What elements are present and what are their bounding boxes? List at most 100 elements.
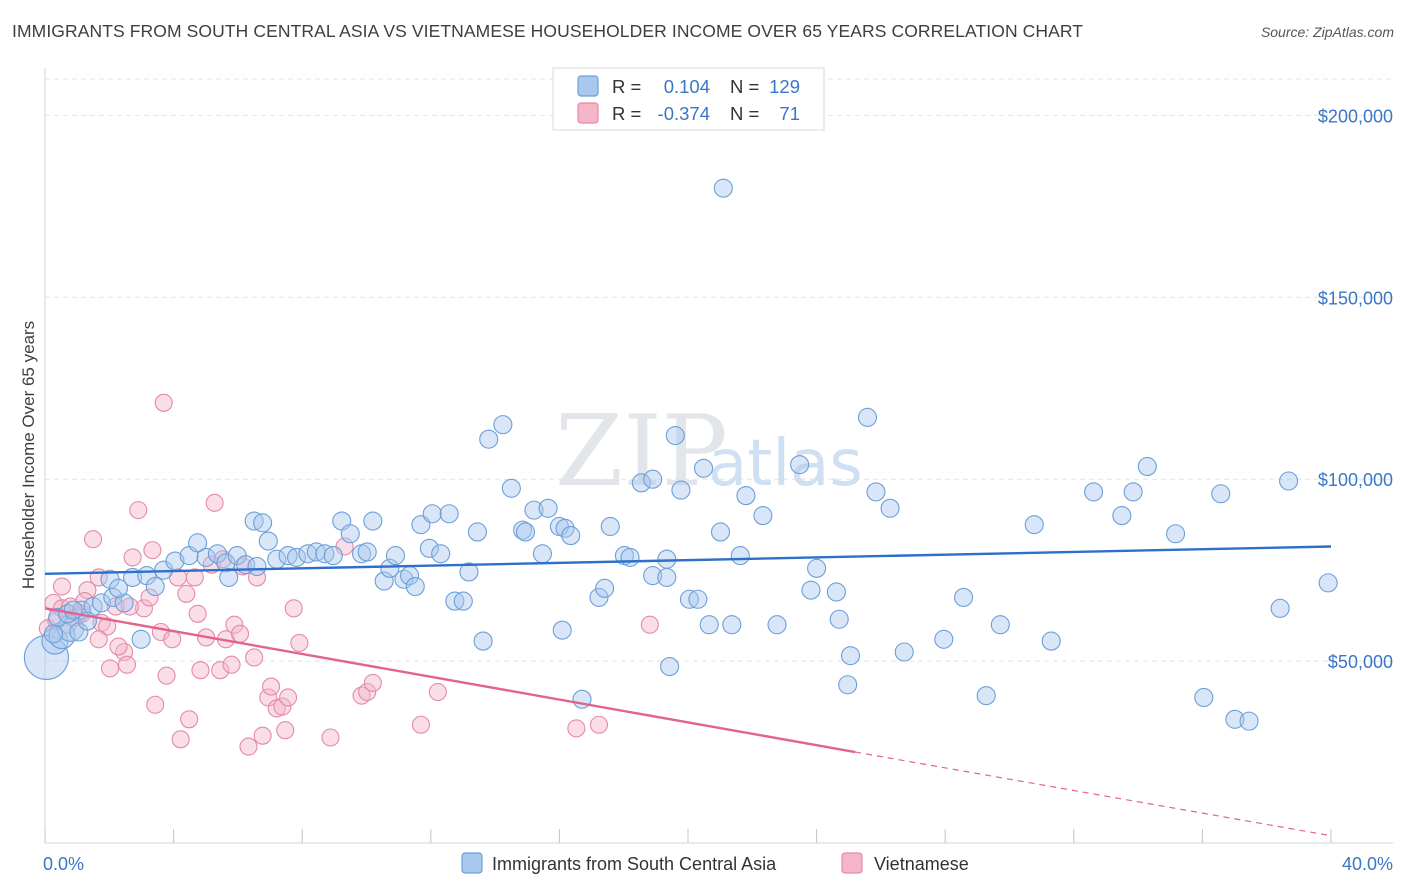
south-central-asia-point (479, 429, 499, 449)
south-central-asia-point (363, 511, 383, 531)
south-central-asia-point (620, 547, 640, 567)
south-central-asia-point (561, 526, 581, 546)
vietnamese-point (290, 633, 309, 652)
south-central-asia-point (657, 549, 677, 569)
south-central-asia-point (524, 500, 544, 520)
watermark: ZIP atlas (555, 395, 863, 509)
south-central-asia-point (1165, 524, 1186, 544)
vietnamese-point (191, 661, 210, 680)
vietnamese-point (171, 730, 190, 749)
south-central-asia-point (643, 566, 663, 586)
vietnamese-point (276, 721, 295, 740)
vietnamese-point (123, 548, 142, 567)
south-central-asia-point (1279, 471, 1299, 491)
south-central-asia-point (1084, 482, 1104, 502)
vietnamese-point (358, 682, 377, 702)
south-central-asia-point (196, 547, 216, 567)
south-central-asia-point (840, 646, 861, 666)
south-central-asia-point (513, 520, 533, 540)
vietnamese-point (180, 710, 199, 729)
vietnamese-point (253, 726, 272, 745)
vietnamese-point (321, 728, 340, 747)
y-tick-labels: $50,000 $100,000 $150,000 $200,000 (1318, 106, 1393, 672)
south-central-asia-point (552, 620, 572, 640)
series-legend: Immigrants from South Central Asia Vietn… (461, 852, 969, 874)
vietnamese-point (411, 715, 430, 734)
vietnamese-point (363, 673, 382, 692)
south-central-asia-point (713, 178, 733, 198)
south-central-asia-point (990, 615, 1010, 635)
south-central-asia-point (91, 593, 112, 613)
vietnamese-point (140, 588, 159, 607)
south-central-asia-point (790, 455, 810, 475)
south-central-asia-point (1137, 456, 1157, 477)
south-central-asia-point (114, 593, 134, 613)
vietnamese-point (163, 630, 182, 649)
south-central-asia-point (43, 624, 64, 644)
vietnamese-point (52, 577, 72, 596)
legend-r-value-blue: 0.104 (664, 76, 710, 97)
south-central-asia-point (357, 542, 377, 562)
south-central-asia-point (767, 615, 787, 635)
vietnamese-point (58, 615, 77, 634)
south-central-asia-point (1225, 709, 1245, 729)
south-central-asia-point (600, 516, 620, 537)
south-central-asia-point (1123, 482, 1143, 502)
south-central-asia-points (23, 178, 1338, 731)
vietnamese-point (83, 530, 103, 549)
south-central-asia-point (643, 469, 663, 489)
source-label: Source: ZipAtlas.com (1260, 24, 1394, 40)
correlation-legend: R = 0.104 N = 129 R = -0.374 N = 71 (552, 67, 825, 131)
south-central-asia-point (419, 538, 439, 558)
south-central-asia-point (1041, 631, 1061, 651)
south-central-asia-point (48, 607, 68, 627)
vietnamese-point (273, 697, 292, 716)
y-tick-label: $150,000 (1318, 288, 1393, 308)
legend-n-value-pink: 71 (779, 103, 800, 124)
south-central-asia-point (515, 522, 536, 542)
south-central-asia-point (1211, 484, 1231, 504)
south-central-asia-point (216, 553, 236, 573)
vietnamese-point (211, 661, 230, 680)
vietnamese-point (157, 666, 176, 685)
south-central-asia-point (954, 587, 974, 607)
south-central-asia-point (880, 498, 900, 518)
south-central-asia-point (108, 578, 129, 598)
south-central-asia-point (660, 657, 680, 677)
south-central-asia-point (699, 615, 719, 635)
watermark-atlas: atlas (708, 427, 863, 501)
y-axis-label: Householder Income Over 65 years (19, 321, 38, 589)
y-tick-label: $200,000 (1318, 106, 1393, 126)
south-central-asia-point (323, 546, 343, 566)
south-central-asia-point (866, 482, 886, 502)
series-legend-swatch-pink (841, 852, 863, 874)
legend-n-label-blue: N = (730, 76, 759, 97)
south-central-asia-point (665, 425, 685, 446)
vietnamese-trend-extension (855, 751, 1332, 837)
legend-n-label-pink: N = (730, 103, 759, 124)
south-central-asia-point (145, 576, 165, 597)
vietnamese-point (134, 599, 153, 618)
x-tick-label-min: 0.0% (43, 854, 84, 874)
vietnamese-point (98, 617, 117, 636)
south-central-asia-point (532, 544, 552, 564)
y-tick-label: $100,000 (1318, 470, 1393, 490)
south-central-asia-point (1318, 573, 1338, 593)
south-central-asia-point (1112, 506, 1132, 526)
x-tick-label-max: 40.0% (1342, 854, 1393, 874)
south-central-asia-point (188, 533, 208, 553)
south-central-asia-point (826, 582, 846, 602)
south-central-asia-point (688, 589, 708, 609)
x-tick-labels: 0.0% 40.0% (43, 854, 1393, 874)
legend-swatch-pink (577, 102, 599, 124)
south-central-asia-point (253, 513, 273, 533)
south-central-asia-point (380, 558, 400, 578)
trend-lines (44, 545, 1332, 837)
south-central-asia-trend-line (44, 545, 1332, 575)
south-central-asia-point (693, 458, 714, 478)
vietnamese-point (154, 393, 173, 412)
vietnamese-point (188, 604, 207, 623)
vietnamese-point (222, 655, 241, 674)
south-central-asia-point (976, 686, 996, 706)
south-central-asia-point (439, 504, 459, 524)
